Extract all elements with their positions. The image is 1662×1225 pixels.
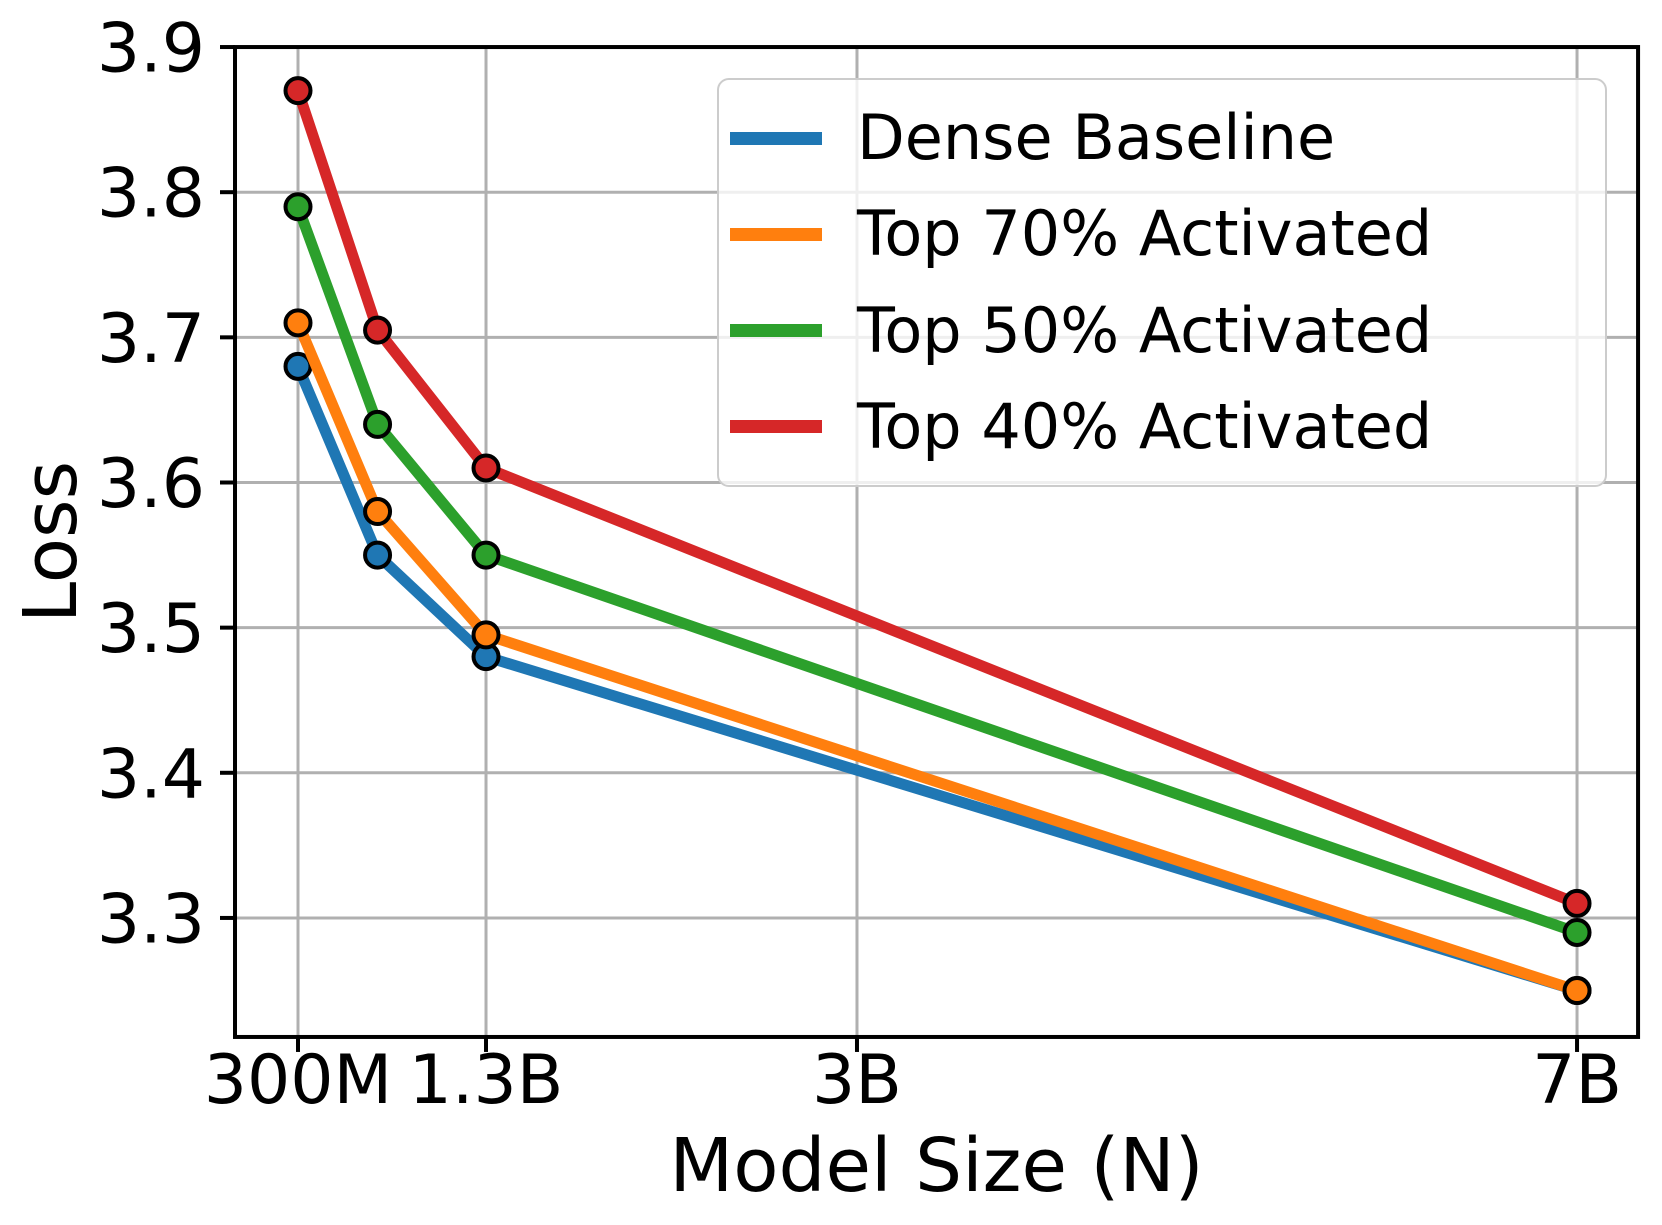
series-line-top-40-activated [292, 85, 1583, 909]
x-axis-label: Model Size (N) [669, 1122, 1204, 1209]
x-tick-label: 1.3B [409, 1041, 564, 1120]
data-point-top-70-activated-600M [363, 497, 393, 527]
legend-item-top-70-activated: Top 70% Activated [719, 200, 1605, 268]
data-point-top-40-activated-1.3B [471, 453, 501, 483]
x-tick-label: 300M [204, 1041, 392, 1120]
data-point-top-70-activated-1.3B [471, 620, 501, 650]
y-axis-label: Loss [8, 460, 94, 624]
y-tick-label: 3.5 [97, 590, 205, 669]
legend: Dense Baseline Top 70% Activated Top 50% A… [716, 78, 1607, 488]
legend-swatch-top-70-activated [729, 227, 822, 241]
data-point-top-70-activated-300M [283, 308, 313, 338]
data-point-top-40-activated-300M [283, 76, 313, 106]
legend-item-dense-baseline: Dense Baseline [719, 101, 1605, 175]
y-tick-label: 3.3 [97, 880, 205, 959]
data-point-top-50-activated-1.3B [471, 540, 501, 570]
y-tick-label: 3.4 [97, 735, 205, 814]
y-tick-label: 3.7 [97, 300, 205, 379]
legend-label: Dense Baseline [856, 101, 1336, 175]
series-line-top-50-activated [292, 201, 1583, 938]
x-tick-label: 3B [812, 1041, 902, 1120]
legend-label: Top 70% Activated [856, 197, 1433, 271]
legend-label: Top 50% Activated [856, 293, 1433, 367]
data-point-dense-baseline-600M [363, 540, 393, 570]
data-point-top-50-activated-7B [1562, 917, 1592, 947]
y-tick-label: 3.6 [97, 445, 205, 524]
y-tick-label: 3.8 [97, 155, 205, 234]
legend-label: Top 40% Activated [856, 389, 1433, 463]
data-point-top-50-activated-600M [363, 409, 393, 439]
data-point-top-40-activated-7B [1562, 888, 1592, 918]
series-line-top-70-activated [292, 317, 1583, 997]
plot-border [233, 45, 1641, 1039]
legend-swatch-dense-baseline [729, 131, 822, 145]
legend-item-top-40-activated: Top 40% Activated [719, 389, 1605, 463]
legend-swatch-top-50-activated [729, 324, 822, 338]
legend-item-top-50-activated: Top 50% Activated [719, 293, 1605, 367]
legend-swatch-top-40-activated [729, 420, 822, 434]
series-line-dense-baseline [292, 360, 1583, 997]
y-tick-label: 3.9 [97, 10, 205, 89]
data-point-top-70-activated-7B [1562, 976, 1592, 1006]
x-tick-label: 7B [1532, 1041, 1622, 1120]
data-point-top-40-activated-600M [363, 315, 393, 345]
data-point-top-50-activated-300M [283, 192, 313, 222]
